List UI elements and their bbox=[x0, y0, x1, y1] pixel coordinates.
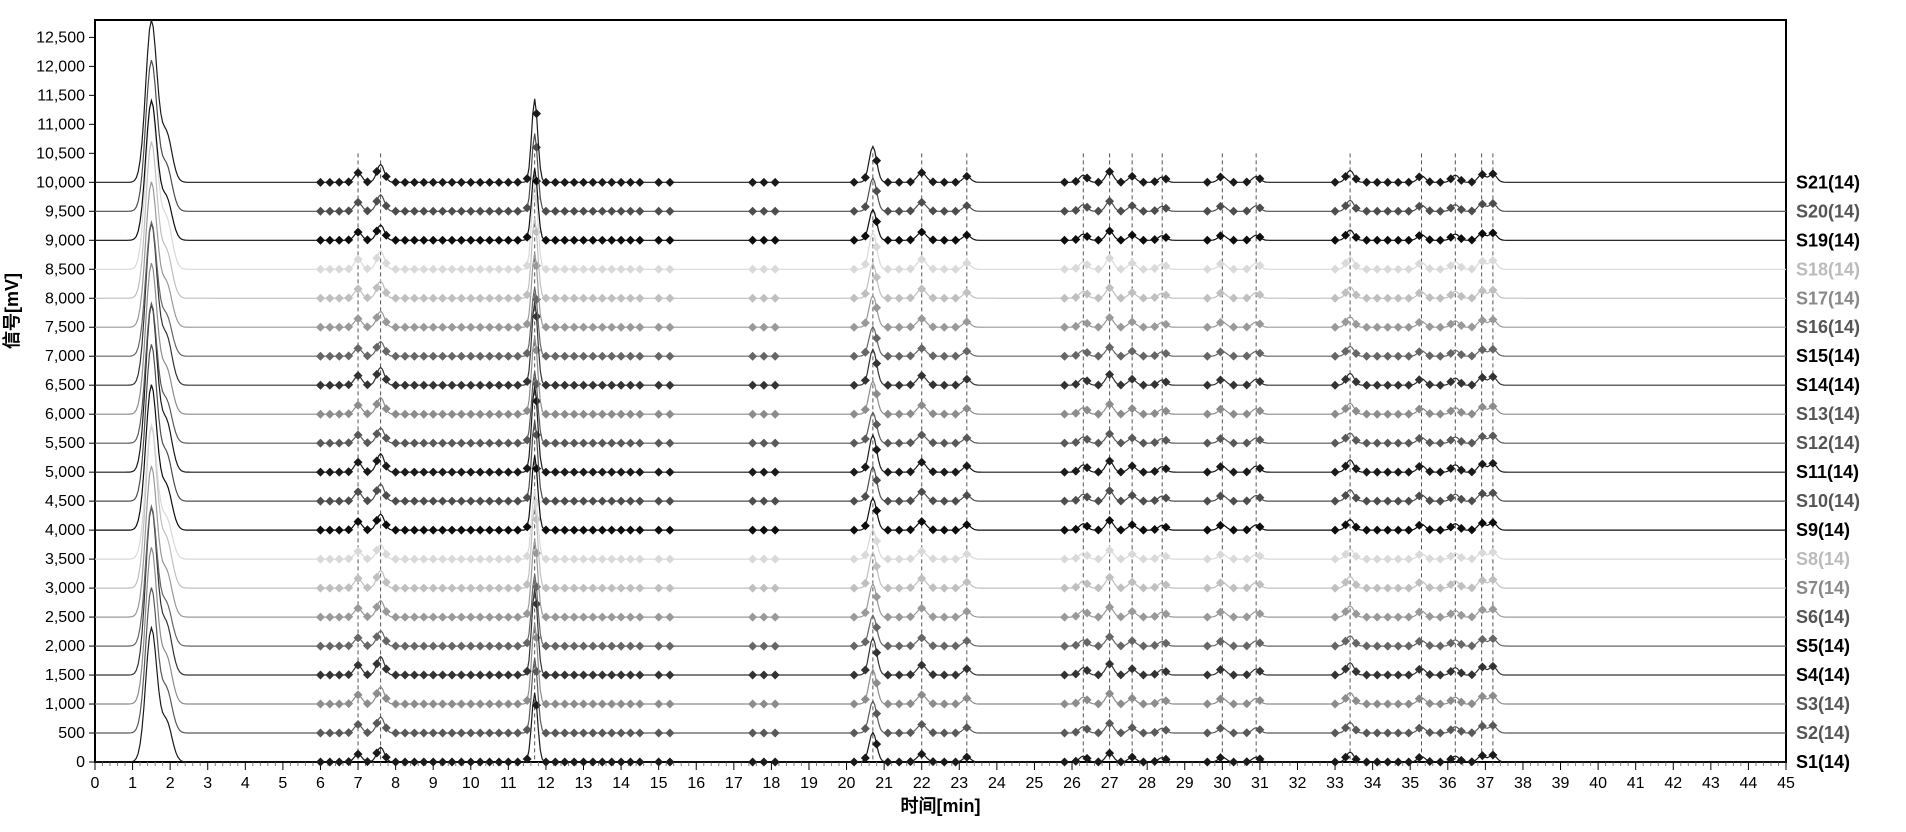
y-tick-label: 3,000 bbox=[45, 580, 85, 597]
x-tick-label: 28 bbox=[1138, 775, 1156, 792]
y-tick-label: 12,000 bbox=[36, 58, 85, 75]
y-tick-label: 9,500 bbox=[45, 203, 85, 220]
x-tick-label: 34 bbox=[1364, 775, 1382, 792]
x-tick-label: 1 bbox=[128, 775, 137, 792]
y-tick-label: 3,500 bbox=[45, 551, 85, 568]
series-label: S13(14) bbox=[1796, 404, 1860, 424]
x-tick-label: 24 bbox=[988, 775, 1006, 792]
series-label: S14(14) bbox=[1796, 375, 1860, 395]
x-tick-label: 41 bbox=[1627, 775, 1645, 792]
x-tick-label: 26 bbox=[1063, 775, 1081, 792]
x-tick-label: 16 bbox=[687, 775, 705, 792]
x-tick-label: 0 bbox=[91, 775, 100, 792]
series-label: S5(14) bbox=[1796, 636, 1850, 656]
series-label: S12(14) bbox=[1796, 433, 1860, 453]
x-tick-label: 7 bbox=[354, 775, 363, 792]
chromatogram-chart: 0 500 1,000 1,500 2,000 2,500 3,000 3,500 4,000 4… bbox=[0, 0, 1906, 832]
x-tick-label: 4 bbox=[241, 775, 250, 792]
x-tick-label: 29 bbox=[1176, 775, 1194, 792]
x-tick-label: 33 bbox=[1326, 775, 1344, 792]
series-label: S7(14) bbox=[1796, 578, 1850, 598]
x-tick-label: 23 bbox=[950, 775, 968, 792]
plot-border bbox=[95, 20, 1786, 762]
x-tick-label: 31 bbox=[1251, 775, 1269, 792]
x-tick-label: 11 bbox=[500, 775, 517, 792]
series-label: S10(14) bbox=[1796, 491, 1860, 511]
x-tick-label: 38 bbox=[1514, 775, 1532, 792]
y-tick-label: 5,500 bbox=[45, 435, 85, 452]
series-label: S16(14) bbox=[1796, 317, 1860, 337]
y-tick-label: 10,500 bbox=[36, 145, 85, 162]
series-label: S17(14) bbox=[1796, 288, 1860, 308]
y-tick-label: 500 bbox=[58, 725, 85, 742]
x-tick-label: 22 bbox=[913, 775, 931, 792]
x-tick-label: 44 bbox=[1740, 775, 1758, 792]
x-tick-label: 14 bbox=[612, 775, 630, 792]
y-tick-label: 2,000 bbox=[45, 638, 85, 655]
x-tick-label: 17 bbox=[725, 775, 743, 792]
series-label: S2(14) bbox=[1796, 723, 1850, 743]
y-tick-label: 0 bbox=[76, 754, 85, 771]
y-tick-label: 1,500 bbox=[45, 667, 85, 684]
y-tick-label: 4,000 bbox=[45, 522, 85, 539]
x-axis-title: 时间[min] bbox=[901, 796, 981, 816]
x-tick-label: 19 bbox=[800, 775, 818, 792]
x-tick-label: 8 bbox=[391, 775, 400, 792]
x-tick-label: 12 bbox=[537, 775, 555, 792]
series-label: S8(14) bbox=[1796, 549, 1850, 569]
y-tick-label: 11,000 bbox=[37, 116, 85, 133]
chart-svg: 0 500 1,000 1,500 2,000 2,500 3,000 3,500 4,000 4… bbox=[0, 0, 1906, 832]
y-tick-label: 11,500 bbox=[37, 87, 85, 104]
y-tick-label: 6,500 bbox=[45, 377, 85, 394]
x-tick-label: 20 bbox=[838, 775, 856, 792]
series-label: S1(14) bbox=[1796, 752, 1850, 772]
y-tick-label: 7,000 bbox=[45, 348, 85, 365]
series-label: S21(14) bbox=[1796, 172, 1860, 192]
x-tick-label: 39 bbox=[1552, 775, 1570, 792]
x-tick-label: 30 bbox=[1213, 775, 1231, 792]
x-tick-label: 5 bbox=[278, 775, 287, 792]
y-tick-label: 9,000 bbox=[45, 232, 85, 249]
y-axis-title: 信号[mV] bbox=[1, 273, 22, 349]
series-label: S6(14) bbox=[1796, 607, 1850, 627]
x-tick-label: 6 bbox=[316, 775, 325, 792]
x-tick-label: 13 bbox=[575, 775, 593, 792]
x-tick-label: 32 bbox=[1289, 775, 1307, 792]
series-label: S15(14) bbox=[1796, 346, 1860, 366]
y-tick-label: 2,500 bbox=[45, 609, 85, 626]
x-tick-label: 42 bbox=[1664, 775, 1682, 792]
y-tick-label: 4,500 bbox=[45, 493, 85, 510]
series-label: S11(14) bbox=[1796, 462, 1859, 482]
x-tick-label: 10 bbox=[462, 775, 480, 792]
x-tick-label: 25 bbox=[1026, 775, 1044, 792]
y-tick-label: 8,000 bbox=[45, 290, 85, 307]
y-tick-label: 7,500 bbox=[45, 319, 85, 336]
series-label: S4(14) bbox=[1796, 665, 1850, 685]
series-label: S18(14) bbox=[1796, 259, 1860, 279]
y-tick-label: 5,000 bbox=[45, 464, 85, 481]
x-tick-label: 43 bbox=[1702, 775, 1720, 792]
x-tick-label: 37 bbox=[1476, 775, 1494, 792]
x-tick-label: 18 bbox=[763, 775, 781, 792]
x-tick-label: 35 bbox=[1401, 775, 1419, 792]
x-tick-label: 36 bbox=[1439, 775, 1457, 792]
x-tick-label: 40 bbox=[1589, 775, 1607, 792]
x-tick-label: 15 bbox=[650, 775, 668, 792]
series-label: S19(14) bbox=[1796, 230, 1860, 250]
x-tick-label: 27 bbox=[1101, 775, 1119, 792]
x-tick-label: 3 bbox=[203, 775, 212, 792]
series-label: S20(14) bbox=[1796, 201, 1860, 221]
y-tick-label: 8,500 bbox=[45, 261, 85, 278]
series-label: S3(14) bbox=[1796, 694, 1850, 714]
x-tick-label: 21 bbox=[875, 775, 893, 792]
x-tick-label: 9 bbox=[429, 775, 438, 792]
x-tick-label: 2 bbox=[166, 775, 175, 792]
y-tick-label: 1,000 bbox=[45, 696, 85, 713]
y-tick-label: 12,500 bbox=[36, 29, 85, 46]
y-tick-label: 10,000 bbox=[36, 174, 85, 191]
y-tick-label: 6,000 bbox=[45, 406, 85, 423]
x-tick-label: 45 bbox=[1777, 775, 1795, 792]
series-label: S9(14) bbox=[1796, 520, 1850, 540]
